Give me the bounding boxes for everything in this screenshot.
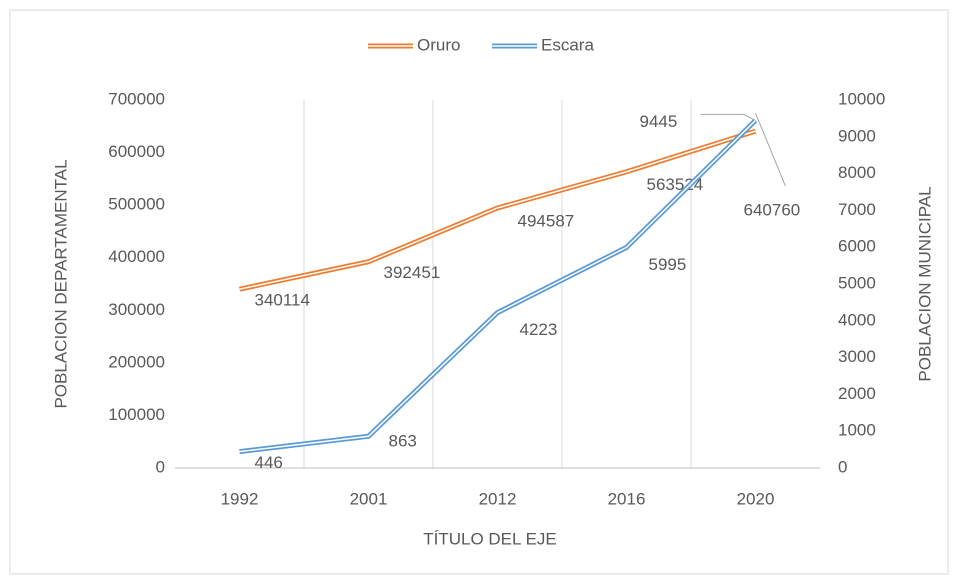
series-line-inner [239,130,756,290]
legend-label: Oruro [417,35,460,54]
x-tick-label: 1992 [221,489,259,508]
x-tick-label: 2001 [350,489,388,508]
data-label: 340114 [255,291,310,310]
y2-tick-label: 10000 [838,89,885,108]
y2-tick-label: 2000 [838,384,876,403]
y2-tick-label: 8000 [838,163,876,182]
y-tick-label: 700000 [108,89,165,108]
y2-tick-label: 4000 [838,310,876,329]
y-tick-label: 0 [156,457,165,476]
data-label: 640760 [744,201,801,220]
y-tick-label: 300000 [108,300,165,319]
y-tick-label: 100000 [108,405,165,424]
data-label: 446 [255,453,283,472]
data-label: 9445 [640,112,678,131]
data-label: 392451 [384,263,441,282]
y2-axis-title: POBLACION MUNICIPAL [915,186,934,381]
y2-tick-label: 3000 [838,347,876,366]
series-line-inner [239,119,757,453]
y-tick-label: 400000 [108,247,165,266]
y2-tick-label: 9000 [838,126,876,145]
chart-frame [9,9,949,575]
x-axis-title: TÍTULO DEL EJE [423,529,557,548]
y-tick-label: 500000 [108,195,165,214]
y2-tick-label: 7000 [838,200,876,219]
data-label: 494587 [518,211,575,230]
y-tick-label: 600000 [108,142,165,161]
y-axis-title: POBLACION DEPARTAMENTAL [51,159,70,408]
leader-line [700,113,756,121]
data-label: 4223 [520,320,558,339]
x-tick-label: 2012 [479,489,517,508]
leader-line [755,112,786,187]
data-label: 863 [389,432,417,451]
y-tick-label: 200000 [108,352,165,371]
data-label: 563524 [647,175,704,194]
legend-label: Escara [541,35,594,54]
y2-tick-label: 1000 [838,421,876,440]
x-tick-label: 2016 [608,489,646,508]
data-label: 5995 [649,255,687,274]
y2-tick-label: 5000 [838,273,876,292]
x-tick-label: 2020 [737,489,775,508]
y2-tick-label: 0 [838,457,847,476]
y2-tick-label: 6000 [838,237,876,256]
